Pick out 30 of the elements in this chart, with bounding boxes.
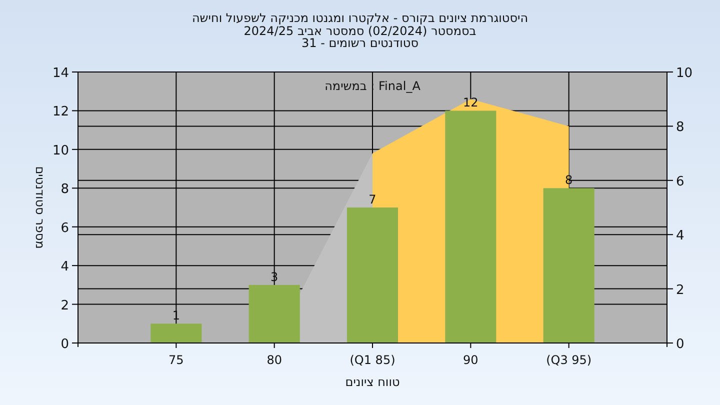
x-axis-title: טווח ציונים [345,375,400,389]
y-tick-label: 8 [60,182,69,198]
bar [445,110,496,343]
chart-subtitle: בסמסטר (02/2024) סמסטר אביב 2024/25 סטודנטים רשומים - 31 [244,24,476,50]
bar [543,188,594,343]
data-label: 7 [368,192,376,206]
y2-tick-label: 4 [676,228,684,244]
x-tick-label: 75 [168,353,184,367]
x-tick-label: 80 [266,353,282,367]
y-tick-label: 6 [60,220,69,236]
y-tick-label: 12 [52,104,69,120]
y-tick-label: 2 [60,298,69,314]
x-tick-label: 90 [463,353,478,367]
bar [150,324,202,343]
y-tick-label: 10 [52,143,69,158]
y2-tick-label: 2 [676,282,684,298]
y2-tick-label: 10 [676,66,693,81]
y2-tick-label: 6 [676,174,684,190]
x-tick-label: (Q1 85) [350,353,396,367]
y-axis-title: מספר סטודנטים [33,166,47,249]
data-label: 12 [463,96,478,110]
y2-tick-label: 0 [676,337,684,352]
x-tick-label: (Q3 95) [546,353,592,367]
y-tick-label: 4 [60,260,69,275]
chart-title: היסטוגרמת ציונים בקורס - אלקטרו ומגנטו מכניקה לשפעול וחישה [192,11,528,25]
y2-tick-label: 8 [676,120,684,136]
bar [248,284,300,343]
y-tick-label: 0 [60,337,69,352]
annotation: במשימה : Final_A [324,79,422,93]
y-tick-label: 14 [52,66,69,81]
